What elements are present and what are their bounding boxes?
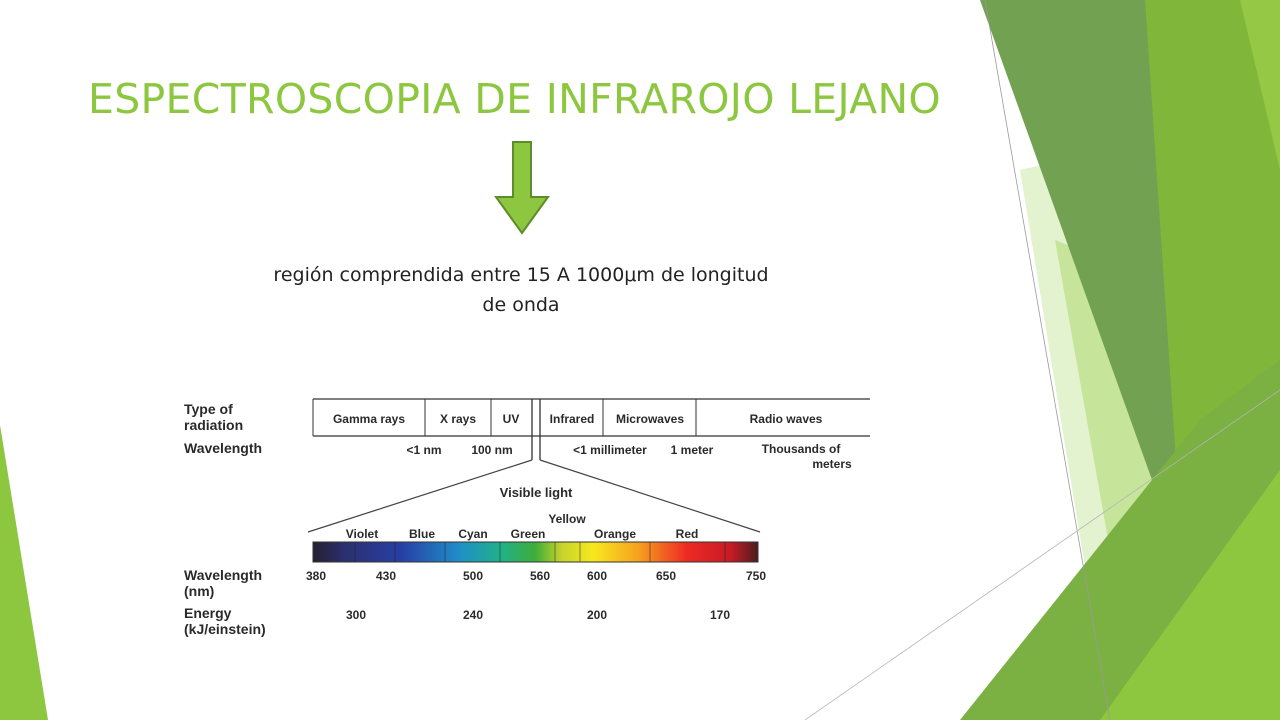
radiation-type-cell: Gamma rays	[333, 412, 405, 426]
wavelength-marker: <1 millimeter	[573, 443, 647, 457]
down-arrow-icon	[494, 141, 550, 235]
energy-tick: 170	[710, 608, 730, 622]
slide-subtitle: región comprendida entre 15 A 1000μm de …	[273, 264, 769, 316]
wavelength-marker: 1 meter	[671, 443, 714, 457]
wavelength-marker: <1 nm	[406, 443, 441, 457]
radiation-type-cell: UV	[503, 412, 520, 426]
visible-light-title: Visible light	[500, 485, 573, 500]
energy-label: Energy	[184, 605, 232, 621]
nm-tick: 650	[656, 569, 676, 583]
radiation-type-cell: Radio waves	[750, 412, 823, 426]
nm-tick: 560	[530, 569, 550, 583]
expansion-line	[539, 459, 761, 533]
electromagnetic-spectrum-diagram: Type of radiation Wavelength Gamma rays …	[184, 398, 870, 637]
nm-tick: 600	[587, 569, 607, 583]
energy-tick: 300	[346, 608, 366, 622]
wavelength-far-label: meters	[812, 457, 852, 471]
thin-line	[984, 0, 1111, 720]
bright-green-shape	[1100, 470, 1280, 720]
radiation-type-cell: Microwaves	[616, 412, 684, 426]
left-edge-green-shape	[0, 425, 48, 720]
wavelength-row-label: Wavelength	[184, 440, 262, 456]
visible-wavelength-label: (nm)	[184, 583, 214, 599]
type-of-radiation-label: Type of	[184, 401, 233, 417]
radiation-type-cell: X rays	[440, 412, 476, 426]
expansion-line	[307, 459, 533, 533]
thin-line	[804, 389, 1280, 720]
color-name: Yellow	[548, 512, 586, 526]
radiation-type-cell: Infrared	[550, 412, 595, 426]
wavelength-marker: 100 nm	[471, 443, 512, 457]
energy-tick: 200	[587, 608, 607, 622]
color-name: Red	[676, 527, 699, 541]
type-of-radiation-label: radiation	[184, 417, 243, 433]
slide-title: ESPECTROSCOPIA DE INFRAROJO LEJANO	[88, 75, 942, 123]
color-name: Green	[511, 527, 546, 541]
lime-green-shape	[1240, 0, 1280, 170]
nm-tick: 380	[306, 569, 326, 583]
wavelength-far-label: Thousands of	[762, 442, 842, 456]
nm-tick: 430	[376, 569, 396, 583]
color-name: Violet	[346, 527, 378, 541]
energy-tick: 240	[463, 608, 483, 622]
nm-tick: 500	[463, 569, 483, 583]
energy-label: (kJ/einstein)	[184, 621, 266, 637]
visible-wavelength-label: Wavelength	[184, 567, 262, 583]
color-name: Orange	[594, 527, 636, 541]
nm-tick: 750	[746, 569, 766, 583]
visible-spectrum-bar	[312, 541, 759, 563]
color-name: Blue	[409, 527, 435, 541]
color-name: Cyan	[458, 527, 487, 541]
